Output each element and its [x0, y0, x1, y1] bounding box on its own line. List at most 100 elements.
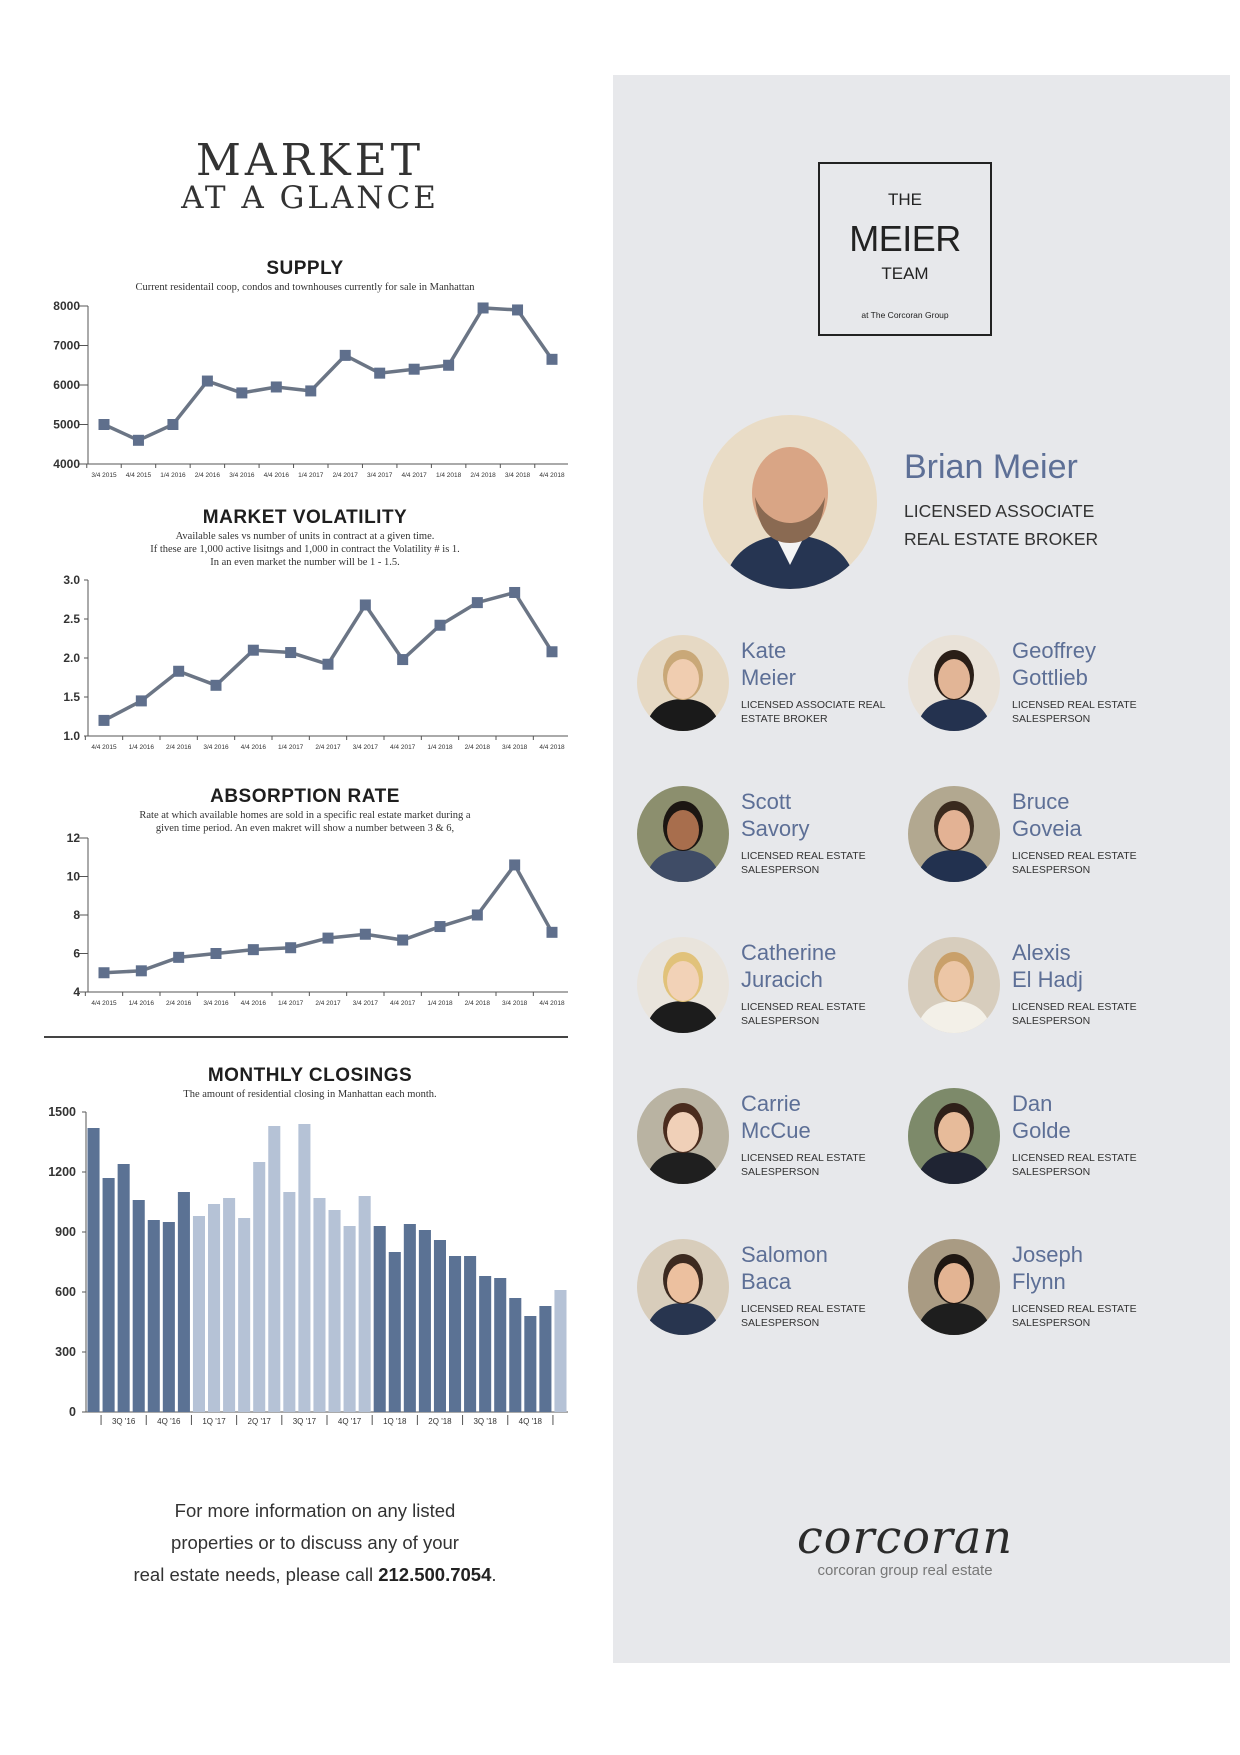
bar — [509, 1298, 522, 1412]
x-tick-label: 2/4 2017 — [315, 1000, 341, 1007]
x-tick-label: 2/4 2017 — [315, 744, 341, 751]
data-point — [546, 926, 558, 938]
data-point — [135, 695, 147, 707]
agent-role: LICENSED REAL ESTATE SALESPERSON — [1012, 1303, 1137, 1329]
agent-role: LICENSED REAL ESTATE SALESPERSON — [1012, 850, 1137, 876]
bar — [494, 1278, 507, 1412]
phone-number[interactable]: 212.500.7054 — [378, 1564, 492, 1585]
x-tick-label: 4/4 2017 — [390, 744, 416, 751]
data-point — [98, 967, 110, 979]
x-tick-label: 1/4 2016 — [160, 472, 186, 479]
bar — [283, 1192, 296, 1412]
data-point — [546, 646, 558, 658]
bar — [539, 1306, 552, 1412]
agent-last-name: McCue — [741, 1118, 811, 1143]
x-tick-label: 3/4 2017 — [353, 744, 379, 751]
agent-photo — [637, 1088, 729, 1184]
person-portrait-icon — [637, 937, 729, 1033]
x-tick-label: 3/4 2015 — [91, 472, 117, 479]
data-point — [471, 909, 483, 921]
page-title-market: MARKET — [195, 135, 425, 186]
agent-photo — [637, 1239, 729, 1335]
agent-photo — [637, 635, 729, 731]
agent-photo — [908, 1088, 1000, 1184]
volatility-subtitle: Available sales vs number of units in co… — [40, 530, 570, 569]
volatility-subtitle-line: Available sales vs number of units in co… — [175, 531, 435, 542]
person-portrait-icon — [908, 786, 1000, 882]
person-portrait-icon — [908, 1239, 1000, 1335]
y-tick-label: 2.5 — [63, 612, 80, 626]
quarter-label: 3Q '17 — [293, 1417, 317, 1426]
supply-subtitle: Current residentail coop, condos and tow… — [135, 282, 475, 293]
footer-line3-suffix: . — [491, 1564, 497, 1585]
series-line — [103, 590, 554, 722]
agent-role: LICENSED REAL ESTATE SALESPERSON — [1012, 1152, 1137, 1178]
x-tick-label: 4/4 2016 — [241, 1000, 267, 1007]
bar — [87, 1128, 100, 1412]
meier-team-logo: THE MEIER TEAM at The Corcoran Group — [818, 162, 992, 336]
corcoran-tagline: corcoran group real estate — [817, 1562, 993, 1579]
data-point — [201, 375, 213, 387]
x-tick-label: 2/4 2018 — [465, 744, 491, 751]
agent-last-name: Goveia — [1012, 816, 1082, 841]
closings-title: MONTHLY CLOSINGS — [207, 1065, 413, 1086]
bar — [554, 1290, 567, 1412]
bar — [418, 1230, 431, 1412]
logo-meier: MEIER — [849, 218, 961, 259]
y-tick-label: 5000 — [53, 418, 80, 432]
closings-subtitle: The amount of residential closing in Man… — [183, 1089, 437, 1100]
agent-role: LICENSED REAL ESTATE SALESPERSON — [1012, 699, 1137, 725]
x-tick-label: 2/4 2016 — [166, 744, 192, 751]
agent-last-name: Golde — [1012, 1118, 1071, 1143]
bar — [162, 1222, 175, 1412]
y-tick-label: 10 — [67, 870, 81, 884]
x-tick-label: 4/4 2015 — [91, 744, 117, 751]
x-tick-label: 4/4 2018 — [539, 1000, 565, 1007]
agent-last-name: Meier — [741, 665, 797, 690]
quarter-label: 1Q '18 — [383, 1417, 407, 1426]
closings-chart: 0 300 600 900 1200 1500 3Q '16 4Q '16 1Q '17 2Q '… — [48, 1105, 568, 1426]
agent-first-name: Salomon — [741, 1242, 828, 1267]
footer-line: For more information on any listed — [174, 1500, 456, 1521]
bar — [268, 1126, 281, 1412]
bar — [313, 1198, 326, 1412]
y-tick-label: 12 — [67, 831, 81, 845]
x-tick-label: 2/4 2018 — [470, 472, 496, 479]
data-point — [305, 385, 317, 397]
agent-last-name: Gottlieb — [1012, 665, 1088, 690]
absorption-subtitle-line: given time period. An even makret will s… — [155, 823, 455, 834]
bar — [373, 1226, 386, 1412]
agent-first-name: Catherine — [741, 940, 837, 965]
person-portrait-icon — [637, 1088, 729, 1184]
bar — [358, 1196, 371, 1412]
agent-photo — [908, 635, 1000, 731]
x-tick-label: 1/4 2018 — [427, 1000, 453, 1007]
agent-last-name: Baca — [741, 1269, 792, 1294]
logo-the: THE — [888, 190, 922, 209]
bar — [298, 1124, 311, 1412]
data-point — [359, 599, 371, 611]
data-point — [167, 419, 179, 430]
y-tick-label: 3.0 — [63, 573, 80, 587]
x-tick-label: 1/4 2016 — [129, 1000, 155, 1007]
footer-line3-prefix: real estate needs, please call — [133, 1564, 379, 1585]
quarter-label: 3Q '16 — [112, 1417, 136, 1426]
x-tick-label: 4/4 2018 — [539, 472, 565, 479]
agent-role: LICENSED REAL ESTATE SALESPERSON — [741, 850, 866, 876]
bar — [328, 1210, 341, 1412]
data-point — [509, 859, 521, 871]
y-tick-label: 1200 — [48, 1165, 76, 1179]
agent-card: Scott Savory LICENSED REAL ESTATE SALESPER… — [637, 786, 897, 886]
x-tick-label: 1/4 2017 — [278, 1000, 304, 1007]
section-divider — [44, 1036, 568, 1038]
corcoran-logo: corcoran — [797, 1510, 1013, 1564]
agent-first-name: Bruce — [1012, 789, 1070, 814]
data-point — [434, 921, 446, 933]
data-point — [408, 363, 420, 375]
agent-photo — [908, 937, 1000, 1033]
person-portrait-icon — [908, 937, 1000, 1033]
bar — [117, 1164, 130, 1412]
data-point — [477, 302, 489, 314]
person-portrait-icon — [637, 786, 729, 882]
x-tick-label: 4/4 2016 — [241, 744, 267, 751]
